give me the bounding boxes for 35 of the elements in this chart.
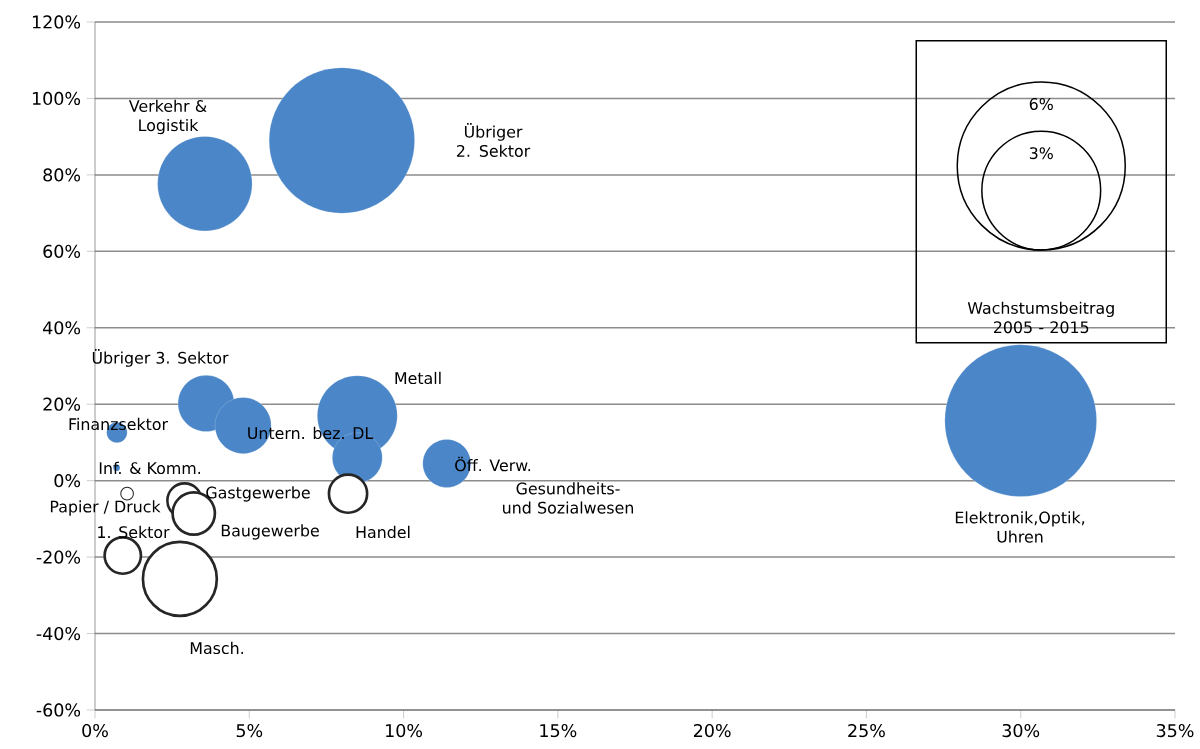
y-tick-label: 0% [54, 474, 81, 488]
annotation: Inf. & Komm. [99, 461, 201, 475]
x-tick-label: 25% [848, 723, 885, 738]
annotation: Papier / Druck [50, 500, 161, 516]
y-tick-label: -40% [36, 626, 81, 641]
annotation: 1. Sektor [98, 525, 170, 539]
y-tick-label: 80% [43, 168, 81, 182]
x-tick-label: 5% [236, 723, 263, 738]
annotation: Masch. [190, 641, 243, 655]
annotation: Übriger 2. Sektor [456, 123, 531, 157]
annotation: Gesundheits- und Sozialwesen [503, 482, 634, 514]
y-tick-label: 120% [32, 15, 81, 29]
annotation: Elektronik,Optik, Uhren [955, 511, 1085, 543]
annotation: Handel [356, 525, 410, 539]
x-tick-label: 15% [540, 723, 577, 738]
annotation: Finanzsektor [69, 417, 169, 431]
y-tick-label: -60% [36, 703, 81, 717]
legend-label: 6% [1029, 97, 1053, 110]
annotation: Übriger 3. Sektor [92, 349, 229, 367]
y-tick-label: 20% [43, 397, 81, 411]
y-tick-label: 60% [43, 244, 81, 258]
x-tick-label: 10% [386, 723, 423, 738]
x-tick-label: 30% [1002, 723, 1040, 738]
annotation: Baugewerbe [221, 524, 319, 540]
y-tick-label: -20% [36, 550, 81, 564]
legend-title: Wachstumsbeitrag 2005 - 2015 [967, 301, 1114, 334]
y-tick-label: 40% [43, 321, 81, 335]
x-tick-label: 35% [1156, 723, 1194, 738]
x-tick-label: 20% [693, 723, 731, 738]
legend-label: 3% [1029, 147, 1053, 160]
x-tick-label: 0% [82, 723, 108, 738]
y-tick-label: 100% [32, 91, 81, 106]
annotation: Metall [395, 371, 441, 385]
annotation: Gastgewerbe [206, 486, 310, 502]
annotation: Verkehr & Logistik [128, 99, 207, 135]
